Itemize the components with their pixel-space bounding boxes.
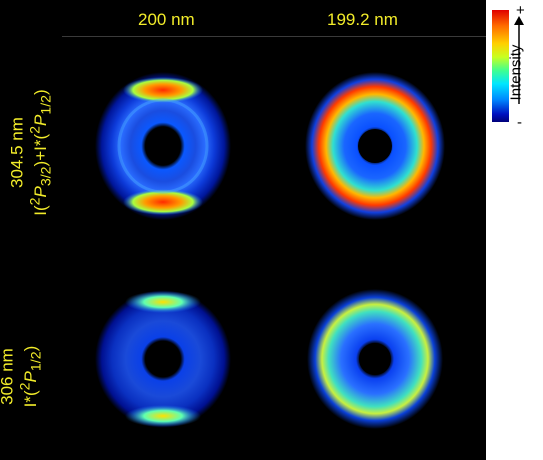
- velocity-map-image-200nm-306nm: [95, 290, 231, 428]
- header-divider: [62, 36, 486, 37]
- row1-state: I(2P3/2)+I*(2P1/2): [27, 89, 55, 216]
- column-header-200nm: 200 nm: [138, 10, 195, 29]
- row2-state: I*(2P1/2): [17, 345, 45, 408]
- colorbar-title: Intensity: [507, 44, 525, 101]
- velocity-map-panel: 200 nm 199.2 nm 304.5 nm I(2P3/2)+I*(2P1…: [0, 0, 486, 460]
- intensity-colorbar: [492, 10, 509, 122]
- row2-wavelength: 306 nm: [0, 348, 17, 405]
- velocity-map-image-199nm-306nm: [307, 289, 443, 429]
- row-label-2: 306 nm I*(2P1/2): [0, 322, 47, 432]
- row1-wavelength: 304.5 nm: [7, 117, 27, 188]
- intensity-arrow-icon: [514, 16, 524, 104]
- column-header-199nm: 199.2 nm: [327, 10, 398, 29]
- velocity-map-image-199nm-304nm: [305, 72, 445, 220]
- colorbar-min-label: -: [517, 114, 522, 131]
- row-label-1: 304.5 nm I(2P3/2)+I*(2P1/2): [7, 68, 56, 238]
- velocity-map-image-200nm-304nm: [95, 72, 231, 220]
- colorbar-max-label: +: [516, 2, 525, 19]
